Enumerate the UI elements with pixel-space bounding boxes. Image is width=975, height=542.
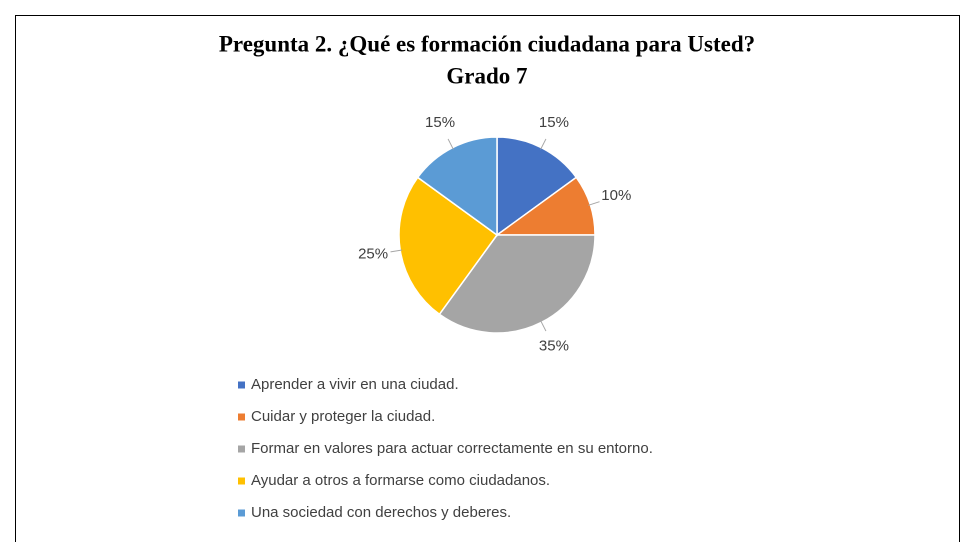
leader-line [390, 249, 403, 253]
chart-title: Pregunta 2. ¿Qué es formación ciudadana … [219, 31, 755, 56]
chart-title: Grado 7 [446, 63, 527, 88]
legend-swatch [238, 477, 245, 485]
leader-line [540, 320, 547, 332]
data-label: 15% [425, 114, 455, 131]
legend-swatch [238, 381, 245, 389]
data-label: 10% [601, 187, 631, 204]
data-label: 25% [358, 246, 388, 263]
data-label: 15% [539, 114, 569, 131]
legend-label: Formar en valores para actuar correctame… [251, 440, 653, 457]
legend-label: Ayudar a otros a formarse como ciudadano… [251, 472, 550, 489]
legend-swatch [238, 413, 245, 421]
legend-label: Cuidar y proteger la ciudad. [251, 408, 435, 425]
legend-swatch [238, 445, 245, 453]
leader-line [447, 138, 454, 150]
legend-label: Aprender a vivir en una ciudad. [251, 376, 459, 393]
data-label: 35% [539, 338, 569, 355]
legend-swatch [238, 509, 245, 517]
leader-line [588, 201, 600, 206]
legend-label: Una sociedad con derechos y deberes. [251, 504, 511, 521]
leader-line [540, 138, 547, 150]
